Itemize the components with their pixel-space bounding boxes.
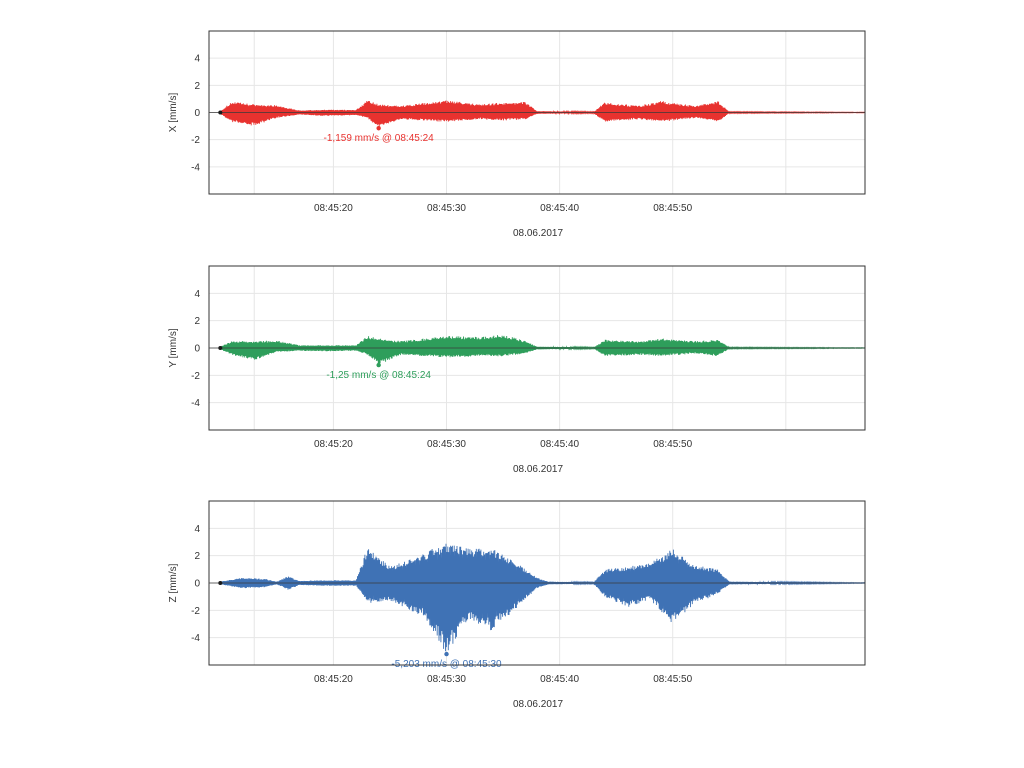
start-marker	[218, 346, 223, 350]
start-marker	[218, 581, 223, 585]
x-tick-label: 08:45:50	[653, 203, 692, 214]
y-tick-label: 2	[194, 316, 200, 327]
y-tick-label: 4	[194, 524, 200, 535]
plot-frame	[208, 30, 866, 195]
x-tick-label: 08:45:30	[427, 674, 466, 685]
y-tick-label: -2	[191, 371, 200, 382]
y-tick-label: 4	[194, 54, 200, 65]
y-tick-label: -2	[191, 606, 200, 617]
x-tick-label: 08:45:20	[314, 439, 353, 450]
signal-trace-x	[219, 100, 866, 128]
y-tick-label: 0	[194, 344, 200, 355]
y-tick-label: -4	[191, 162, 200, 173]
y-tick-label: -4	[191, 398, 200, 409]
start-marker	[218, 110, 223, 115]
y-tick-label: -4	[191, 633, 200, 644]
x-tick-label: 08:45:30	[427, 439, 466, 450]
y-tick-label: -2	[191, 135, 200, 146]
y-tick-label: 2	[194, 551, 200, 562]
x-axis-title: 08.06.2017	[513, 699, 563, 710]
y-axis-title: X [mm/s]	[168, 93, 179, 133]
y-tick-label: 0	[194, 579, 200, 590]
signal-trace-y	[219, 335, 866, 365]
x-tick-label: 08:45:30	[427, 203, 466, 214]
y-axis-title: Z [mm/s]	[168, 563, 179, 602]
x-tick-label: 08:45:40	[540, 674, 579, 685]
peak-marker-x	[376, 126, 381, 131]
x-tick-label: 08:45:50	[653, 674, 692, 685]
x-tick-label: 08:45:20	[314, 674, 353, 685]
chart-panel-z: 420-2-408:45:20 08:45:30 08:45:40 08:45:50-…	[168, 500, 866, 710]
y-tick-label: 4	[194, 289, 200, 300]
x-tick-label: 08:45:20	[314, 203, 353, 214]
y-tick-label: 0	[194, 108, 200, 119]
x-tick-label: 08:45:40	[540, 203, 579, 214]
plot-frame	[208, 265, 866, 431]
x-axis-title: 08.06.2017	[513, 464, 563, 475]
x-tick-label: 08:45:50	[653, 439, 692, 450]
peak-annotation-y: -1,25 mm/s @ 08:45:24	[326, 370, 431, 381]
peak-annotation-x: -1,159 mm/s @ 08:45:24	[324, 133, 435, 144]
chart-panel-x: 4 2 0 -2 -4 08:45:20 08:45:30 08:45:40 08:45:50 -…	[168, 30, 866, 239]
signal-trace-z	[219, 543, 866, 652]
y-axis-title: Y [mm/s]	[168, 328, 179, 367]
peak-marker-z	[444, 651, 449, 657]
plot-frame	[208, 500, 866, 666]
peak-marker-y	[376, 362, 381, 368]
chart-panel-y: 4 2 0 -2 -4 08:45:20 08:45:30 08:45:40 08:45:50 -…	[168, 265, 866, 475]
x-tick-label: 08:45:40	[540, 439, 579, 450]
y-tick-label: 2	[194, 81, 200, 92]
x-axis-title: 08.06.2017	[513, 228, 563, 239]
